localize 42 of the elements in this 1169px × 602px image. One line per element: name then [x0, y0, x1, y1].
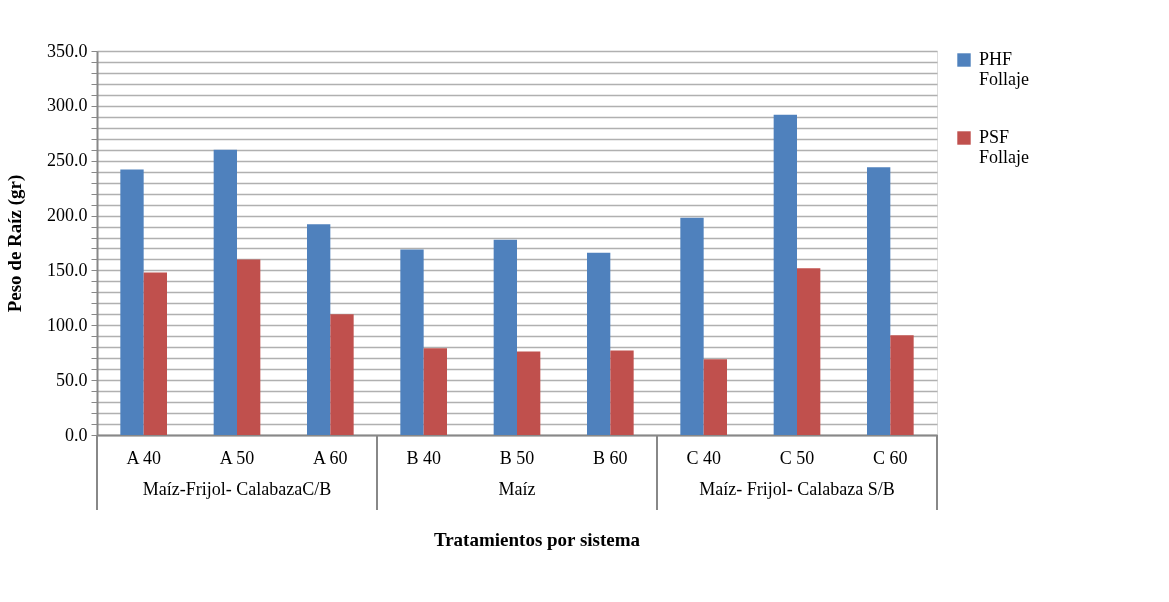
text: Maíz — [498, 479, 536, 499]
y-tick-label: 200.0 — [47, 205, 88, 226]
x-tick-label: C 40 — [686, 447, 721, 468]
legend-label: PHF Follaje — [979, 49, 1029, 89]
bar — [680, 217, 704, 435]
x-tick-label: B 40 — [406, 447, 441, 468]
bar — [400, 249, 424, 435]
bar — [330, 314, 354, 435]
y-axis-title: Peso de Raíz (gr) — [4, 174, 26, 313]
bar — [797, 268, 821, 435]
bar — [773, 114, 797, 435]
bar — [610, 350, 634, 435]
bar — [120, 169, 144, 435]
text: Maíz-Frijol- CalabazaC/B — [142, 479, 332, 499]
y-tick-label: 100.0 — [47, 314, 88, 335]
bar — [307, 224, 331, 435]
text: Maíz- Frijol- Calabaza S/B — [699, 479, 895, 499]
y-tick-label: 150.0 — [47, 259, 88, 280]
bar — [867, 167, 891, 435]
bar — [587, 252, 611, 435]
x-tick-label: A 50 — [219, 447, 255, 468]
y-tick-label: 250.0 — [47, 150, 88, 171]
bar — [143, 272, 167, 435]
bar — [493, 239, 517, 435]
bar — [703, 359, 727, 435]
bar — [517, 351, 541, 435]
x-tick-label: C 50 — [779, 447, 815, 468]
x-tick-label: A 60 — [313, 447, 348, 468]
x-tick-label: A 40 — [126, 447, 161, 468]
x-tick-label: B 50 — [499, 447, 535, 468]
legend-label: PSF Follaje — [979, 127, 1029, 167]
bar — [237, 259, 261, 435]
bar — [213, 149, 237, 435]
y-tick-label: 50.0 — [56, 369, 88, 390]
x-tick-label: C 60 — [873, 447, 908, 468]
bar — [890, 335, 914, 435]
x-tick-label: B 60 — [593, 447, 628, 468]
y-tick-label: 300.0 — [47, 95, 88, 116]
x-axis-title: Tratamientos por sistema — [433, 529, 641, 550]
y-tick-label: 350.0 — [47, 40, 88, 61]
bar — [423, 348, 447, 435]
y-tick-label: 0.0 — [65, 424, 88, 445]
